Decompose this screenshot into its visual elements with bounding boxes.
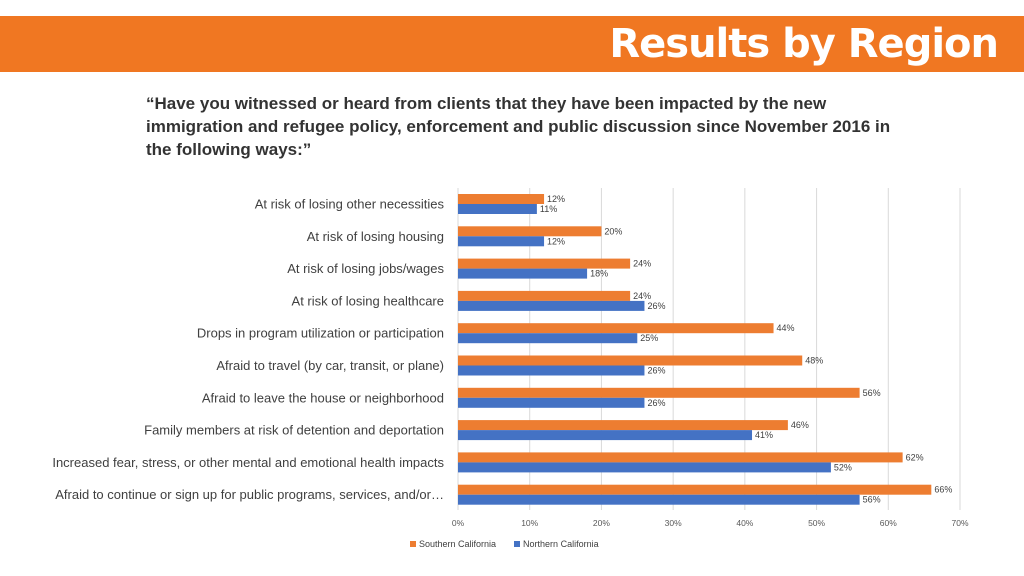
x-tick-label: 40% xyxy=(736,518,753,528)
value-label-southern: 20% xyxy=(604,226,622,236)
value-label-southern: 24% xyxy=(633,291,651,301)
bar-northern xyxy=(458,204,537,214)
category-label: Drops in program utilization or particip… xyxy=(197,326,444,341)
x-tick-label: 10% xyxy=(521,518,538,528)
value-label-northern: 11% xyxy=(540,204,557,214)
legend-swatch xyxy=(410,541,416,547)
bar-northern xyxy=(458,430,753,441)
legend-item: Northern California xyxy=(514,539,599,549)
survey-question: “Have you witnessed or heard from client… xyxy=(146,94,891,159)
category-label: Increased fear, stress, or other mental … xyxy=(52,455,444,470)
legend-label: Northern California xyxy=(523,539,599,549)
value-label-southern: 62% xyxy=(906,452,924,462)
bar-southern xyxy=(458,258,631,269)
chart-legend: Southern California Northern California xyxy=(410,539,599,549)
x-tick-label: 60% xyxy=(880,518,897,528)
x-tick-label: 20% xyxy=(593,518,610,528)
bar-southern xyxy=(458,355,803,366)
category-label: At risk of losing jobs/wages xyxy=(287,261,444,276)
bar-northern xyxy=(458,365,645,376)
bar-chart: 0% 10% 20% 30% 40% 50% 60% 70% At risk of losing… xyxy=(52,188,969,528)
value-label-southern: 66% xyxy=(934,485,952,495)
category-label: At risk of losing other necessities xyxy=(255,197,445,212)
bar-southern xyxy=(458,226,602,237)
category-label: At risk of losing housing xyxy=(307,229,444,244)
x-tick-label: 70% xyxy=(951,518,968,528)
value-label-northern: 25% xyxy=(640,333,658,343)
category-label: At risk of losing healthcare xyxy=(292,293,444,308)
value-label-northern: 26% xyxy=(647,301,665,311)
bar-southern xyxy=(458,484,932,495)
bar-northern xyxy=(458,462,831,473)
category-label: Afraid to travel (by car, transit, or pl… xyxy=(216,358,444,373)
category-label: Family members at risk of detention and … xyxy=(144,423,444,438)
bar-southern xyxy=(458,290,631,301)
value-label-northern: 12% xyxy=(547,236,565,246)
bar-southern xyxy=(458,323,774,334)
value-label-northern: 18% xyxy=(590,269,608,279)
bar-northern xyxy=(458,236,545,247)
legend-label: Southern California xyxy=(419,539,497,549)
bar-southern xyxy=(458,452,903,463)
value-label-northern: 52% xyxy=(834,462,852,472)
bar-southern xyxy=(458,194,545,204)
value-label-northern: 41% xyxy=(755,430,773,440)
bar-southern xyxy=(458,420,788,431)
value-label-southern: 44% xyxy=(777,323,795,333)
bar-northern xyxy=(458,397,645,408)
legend-item: Southern California xyxy=(410,539,496,549)
page-title: Results by Region xyxy=(609,21,999,67)
value-label-northern: 26% xyxy=(647,366,665,376)
bar-northern xyxy=(458,333,638,344)
value-label-northern: 26% xyxy=(647,398,665,408)
x-tick-label: 0% xyxy=(452,518,465,528)
bar-northern xyxy=(458,494,860,505)
value-label-southern: 24% xyxy=(633,259,651,269)
value-label-southern: 48% xyxy=(805,356,823,366)
legend-swatch xyxy=(514,541,521,547)
value-label-southern: 56% xyxy=(863,388,881,398)
value-label-southern: 46% xyxy=(791,420,809,430)
x-tick-label: 50% xyxy=(808,518,825,528)
bar-northern xyxy=(458,300,645,311)
category-label: Afraid to leave the house or neighborhoo… xyxy=(202,390,444,405)
x-tick-label: 30% xyxy=(665,518,682,528)
header-bar: Results by Region xyxy=(0,16,1024,72)
value-label-northern: 56% xyxy=(863,495,881,505)
bar-northern xyxy=(458,268,588,279)
bar-southern xyxy=(458,387,860,398)
category-label: Afraid to continue or sign up for public… xyxy=(55,487,444,502)
value-label-southern: 12% xyxy=(547,194,565,204)
